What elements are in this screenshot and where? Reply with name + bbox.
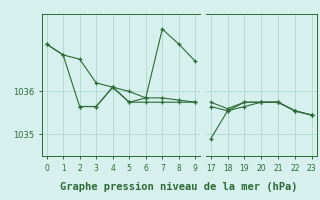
Text: Graphe pression niveau de la mer (hPa): Graphe pression niveau de la mer (hPa)	[60, 182, 298, 192]
